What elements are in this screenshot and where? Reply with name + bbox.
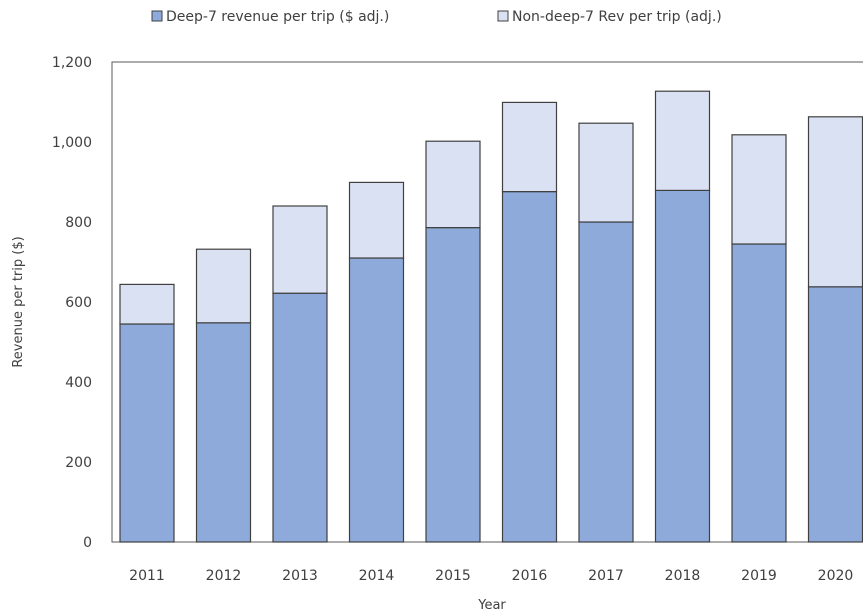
legend-label: Deep-7 revenue per trip ($ adj.) [166, 9, 389, 25]
bar-segment-deep7 [119, 323, 175, 543]
y-axis-title: Revenue per trip ($) [11, 236, 26, 367]
x-tick-label: 2015 [435, 568, 471, 584]
y-tick-label: 200 [65, 455, 92, 471]
y-tick-label: 1,000 [52, 135, 92, 151]
bar-segment-non-deep7 [578, 122, 634, 223]
bar-segment-non-deep7 [501, 101, 558, 193]
x-axis-ticks: 2011 2012 2013 2014 2015 2016 2017 2018 2019 2020 [129, 568, 853, 584]
x-tick-label: 2012 [206, 568, 242, 584]
y-tick-label: 1,200 [52, 55, 92, 71]
y-tick-label: 600 [65, 295, 92, 311]
x-tick-label: 2013 [282, 568, 318, 584]
x-tick-label: 2017 [588, 568, 624, 584]
y-axis-ticks: 0 200 400 600 800 1,000 1,200 [52, 55, 92, 551]
x-axis-title: Year [477, 598, 506, 613]
bar-segment-deep7 [731, 243, 787, 543]
x-tick-label: 2019 [741, 568, 777, 584]
bar-segment-non-deep7 [119, 283, 175, 325]
legend: Deep-7 revenue per trip ($ adj.) Non-deep… [151, 9, 722, 25]
bar-segment-deep7 [272, 292, 328, 543]
y-tick-label: 0 [83, 535, 92, 551]
x-tick-label: 2018 [665, 568, 701, 584]
y-tick-label: 800 [65, 215, 92, 231]
bar-segment-deep7 [807, 286, 863, 543]
x-tick-label: 2011 [129, 568, 165, 584]
y-tick-label: 400 [65, 375, 92, 391]
bar-segment-deep7 [195, 322, 252, 543]
bar-segment-non-deep7 [195, 248, 252, 324]
x-tick-label: 2016 [512, 568, 548, 584]
plot-area-frame [111, 61, 863, 543]
legend-swatch [151, 10, 163, 22]
bar-segment-deep7 [654, 189, 711, 543]
legend-swatch [497, 10, 509, 22]
bar-segment-deep7 [348, 257, 405, 543]
bar-segment-non-deep7 [654, 90, 711, 191]
x-tick-label: 2014 [359, 568, 395, 584]
bar-segment-non-deep7 [272, 205, 328, 294]
bar-segment-non-deep7 [348, 181, 405, 259]
bar-segment-deep7 [425, 227, 481, 543]
bar-segment-non-deep7 [425, 140, 481, 229]
bar-segment-deep7 [578, 221, 634, 543]
bar-segment-non-deep7 [807, 116, 863, 288]
x-tick-label: 2020 [818, 568, 854, 584]
bar-segment-deep7 [501, 191, 558, 543]
bar-segment-non-deep7 [731, 134, 787, 245]
bars [119, 90, 863, 543]
legend-label: Non-deep-7 Rev per trip (adj.) [512, 9, 722, 25]
